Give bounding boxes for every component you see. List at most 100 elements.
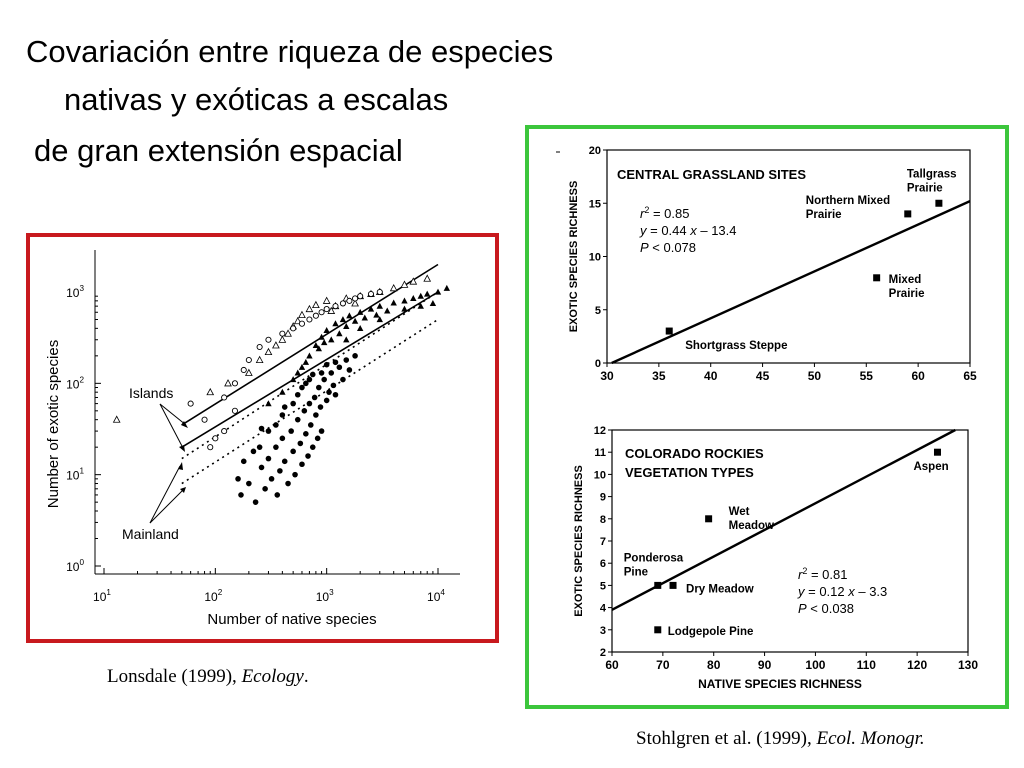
data-point (361, 314, 368, 321)
data-point (240, 366, 247, 374)
data-point (332, 303, 339, 310)
data-point (246, 480, 252, 487)
data-point (290, 448, 296, 455)
data-point (290, 325, 297, 332)
data-point (298, 363, 306, 370)
data-point (279, 330, 286, 337)
lonsdale-chart: 101 102 103 104 100 101 102 103 Number of native… (45, 250, 460, 628)
y-tick-label: 7 (600, 536, 606, 548)
data-point (297, 440, 304, 447)
x-tick-label: 110 (857, 658, 877, 672)
point-label: Shortgrass Steppe (685, 340, 787, 352)
data-point (277, 468, 283, 474)
x-tick-label: 101 (93, 588, 111, 604)
data-point (279, 435, 286, 442)
data-point (258, 425, 265, 432)
data-point (328, 370, 335, 376)
x-tick-label: 60 (911, 369, 925, 383)
point-label: Prairie (907, 182, 943, 194)
data-point (294, 416, 301, 423)
y-tick-label: 9 (600, 492, 606, 504)
data-point (401, 305, 408, 312)
data-point (423, 274, 432, 282)
data-point (306, 316, 313, 323)
data-point (221, 428, 228, 435)
point-label: Dry Meadow (686, 583, 754, 595)
data-point (343, 357, 350, 363)
data-point (309, 444, 316, 450)
citation-lonsdale: Lonsdale (1999), Ecology. (107, 666, 309, 688)
data-point (231, 407, 238, 414)
annotation-arrow (159, 403, 187, 426)
data-point (292, 471, 298, 478)
data-point (346, 297, 353, 304)
y-tick-label: 20 (589, 145, 601, 157)
regression-line (611, 428, 956, 611)
data-point (935, 199, 943, 207)
data-point (336, 364, 343, 371)
data-point (376, 288, 383, 296)
data-point (244, 368, 253, 376)
data-point (289, 376, 297, 383)
data-point (343, 336, 350, 343)
data-point (351, 299, 359, 307)
data-point (434, 288, 442, 295)
citation-stohlgren-journal: Ecol. Monogr. (816, 728, 925, 749)
data-point (332, 359, 339, 366)
data-point (323, 326, 330, 333)
data-point (315, 345, 323, 352)
data-point (390, 299, 397, 306)
page-title-line-3: de gran extensión espacial (34, 133, 403, 168)
data-point (318, 309, 325, 316)
fit-line-mainland (181, 291, 439, 448)
data-point (318, 333, 325, 340)
x-tick-label: 30 (600, 369, 614, 383)
data-point (326, 389, 332, 395)
data-point (351, 317, 359, 324)
data-point (206, 387, 215, 396)
y-tick-label: 15 (589, 198, 601, 210)
data-point (303, 380, 309, 387)
stat-r2: r2 = 0.81 (798, 566, 847, 582)
data-point (417, 292, 424, 299)
y-tick-label: 10 (589, 252, 601, 264)
stat-p: P < 0.038 (798, 601, 854, 616)
citation-lonsdale-journal: Ecology (241, 666, 304, 687)
data-point (443, 284, 451, 291)
data-point (305, 304, 314, 313)
data-point (309, 371, 316, 378)
point-label: Ponderosa (624, 552, 684, 564)
x-tick-label: 70 (656, 658, 670, 672)
x-axis-label: NATIVE SPECIES RICHNESS (698, 677, 862, 691)
data-point (384, 307, 391, 314)
data-point (401, 297, 408, 304)
y-tick-label: 101 (66, 467, 84, 483)
data-point (112, 415, 121, 423)
y-tick-label: 12 (594, 425, 606, 437)
x-tick-label: 35 (652, 369, 666, 383)
point-label: Northern Mixed (806, 195, 890, 207)
data-point (705, 515, 713, 523)
point-label: Prairie (889, 288, 925, 300)
y-tick-label: 3 (600, 625, 606, 637)
data-point (665, 327, 673, 335)
data-point (424, 290, 431, 297)
data-point (409, 277, 418, 285)
chart-title: VEGETATION TYPES (625, 465, 754, 480)
data-point (330, 382, 337, 389)
x-tick-label: 120 (907, 658, 927, 672)
data-point (299, 384, 305, 391)
data-point (272, 341, 280, 349)
data-point (332, 391, 339, 398)
annotation-arrow (159, 403, 184, 449)
point-label: Tallgrass (907, 168, 957, 180)
data-point (231, 380, 238, 387)
data-point (268, 476, 275, 482)
data-point (278, 335, 287, 343)
data-point (318, 428, 325, 434)
data-point (273, 444, 279, 450)
left-chart-frame (26, 233, 499, 643)
data-point (224, 379, 232, 387)
annotation-mainland: Mainland (122, 526, 179, 542)
point-label: Pine (624, 566, 648, 578)
